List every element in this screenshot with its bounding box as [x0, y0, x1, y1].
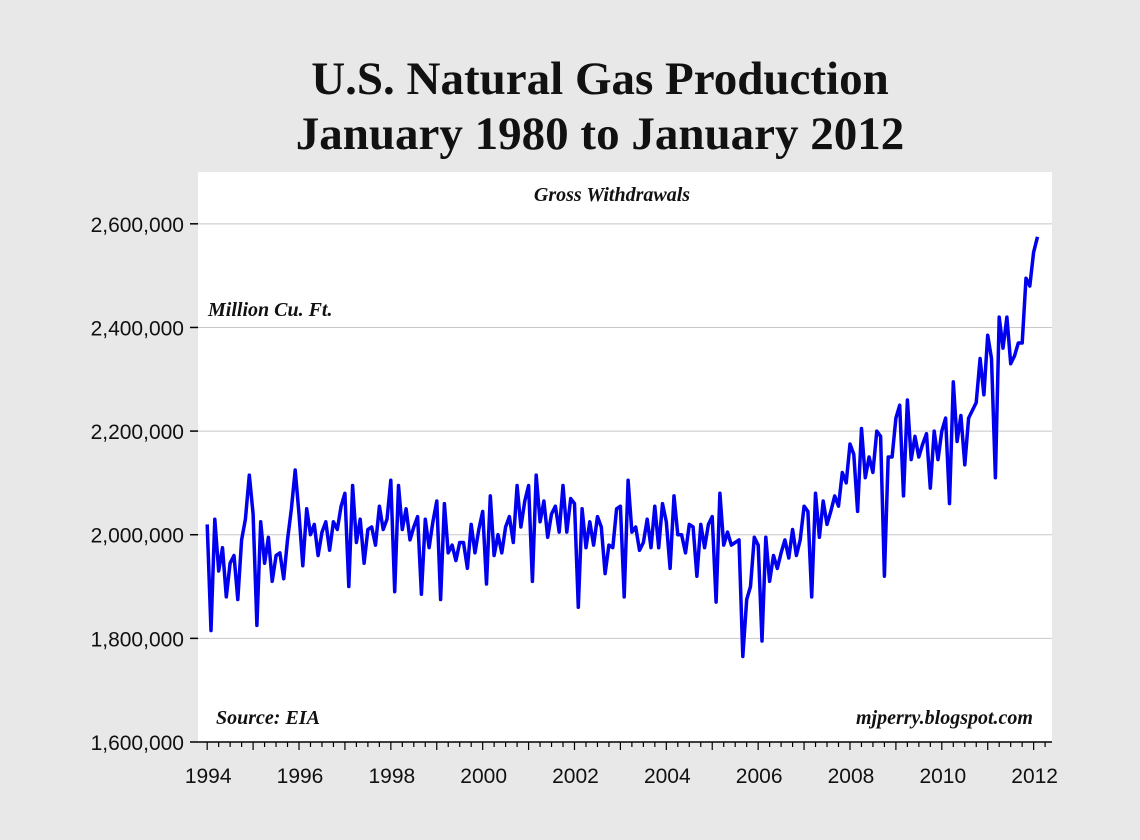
x-tick-label: 2008 [828, 765, 875, 788]
x-tick-label: 2006 [736, 765, 783, 788]
x-tick-label: 2002 [552, 765, 599, 788]
y-tick-label: 1,800,000 [91, 628, 184, 651]
y-tick-label: 1,600,000 [91, 732, 184, 755]
chart-title-line-1: U.S. Natural Gas Production [311, 53, 889, 105]
x-tick-label: 1998 [368, 765, 415, 788]
y-tick-label: 2,000,000 [91, 525, 184, 548]
x-tick-label: 2012 [1011, 765, 1058, 788]
source-note: Source: EIA [216, 707, 320, 729]
x-tick-label: 1996 [277, 765, 324, 788]
x-axis: 1994 1996 1998 2000 2002 2004 2006 2008 2010 2012 [185, 741, 1058, 788]
x-tick-label: 2010 [919, 765, 966, 788]
y-axis: 1,600,000 1,800,000 2,000,000 2,200,000 2,40… [91, 214, 198, 755]
credit-note: mjperry.blogspot.com [856, 707, 1033, 729]
plot-area [198, 172, 1052, 742]
y-tick-label: 2,200,000 [91, 421, 184, 444]
chart-subtitle: Gross Withdrawals [534, 184, 690, 206]
x-tick-label: 2000 [460, 765, 507, 788]
series-line-gross-withdrawals [205, 236, 1040, 659]
x-tick-label: 1994 [185, 765, 232, 788]
x-tick-label: 2004 [644, 765, 691, 788]
y-tick-label: 2,400,000 [91, 317, 184, 340]
y-tick-label: 2,600,000 [91, 214, 184, 237]
y-axis-unit-label: Million Cu. Ft. [207, 299, 333, 321]
chart-title-line-2: January 1980 to January 2012 [295, 108, 905, 160]
